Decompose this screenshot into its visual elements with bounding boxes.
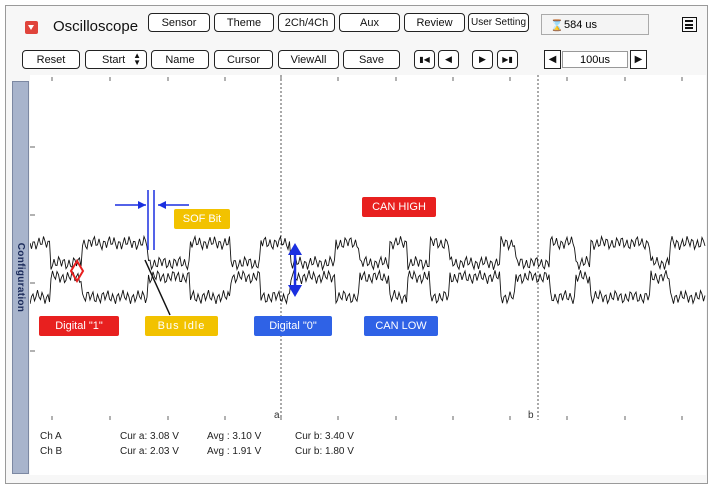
timebase-increase-icon[interactable]: ▶: [630, 50, 647, 69]
cha-cur-b: Cur b: 3.40 V: [295, 431, 354, 442]
chb-label: Ch B: [40, 446, 63, 457]
hourglass-icon: ⌛: [550, 20, 564, 32]
cha-avg: Avg : 3.10 V: [207, 431, 262, 442]
sof-bit-tag: SOF Bit: [174, 209, 230, 229]
channel-b-trace: [30, 268, 706, 305]
start-label: Start: [102, 53, 126, 66]
cursor-button[interactable]: Cursor: [214, 50, 273, 69]
reset-button[interactable]: Reset: [22, 50, 80, 69]
cursor-b-label: b: [528, 410, 534, 421]
scope-background: [30, 75, 706, 475]
configuration-label: Configuration: [15, 242, 27, 313]
scope-display[interactable]: a b: [30, 75, 706, 475]
sof-arrowhead-right: [158, 201, 166, 209]
can-high-tag: CAN HIGH: [362, 197, 436, 217]
cha-cur-a: Cur a: 3.08 V: [120, 431, 179, 442]
app-title: Oscilloscope: [53, 18, 139, 35]
cha-label: Ch A: [40, 431, 62, 442]
digital-0-arrowhead-down: [288, 285, 302, 297]
sof-arrowhead-left: [138, 201, 146, 209]
bus-idle-tag: Bus Idle: [145, 316, 218, 336]
step-back-icon[interactable]: ◀: [438, 50, 459, 69]
aux-button[interactable]: Aux: [339, 13, 400, 32]
chb-cur-b: Cur b: 1.80 V: [295, 446, 354, 457]
chb-avg: Avg : 1.91 V: [207, 446, 262, 457]
channel-a-trace: [30, 234, 706, 272]
skip-first-icon[interactable]: ▮◀: [414, 50, 435, 69]
skip-last-icon[interactable]: ▶▮: [497, 50, 518, 69]
review-button[interactable]: Review: [404, 13, 465, 32]
save-button[interactable]: Save: [343, 50, 400, 69]
start-button[interactable]: Start ▲ ▼: [85, 50, 147, 69]
theme-button[interactable]: Theme: [214, 13, 274, 32]
digital-0-arrowhead-up: [288, 243, 302, 255]
channel-mode-button[interactable]: 2Ch/4Ch: [278, 13, 335, 32]
digital-1-tag: Digital "1": [39, 316, 119, 336]
name-button[interactable]: Name: [151, 50, 209, 69]
stepper-icon: ▲ ▼: [133, 51, 141, 67]
digital-0-tag: Digital "0": [254, 316, 332, 336]
user-setting-button[interactable]: User Setting: [468, 13, 529, 32]
digital-1-marker: [69, 259, 85, 283]
graticule-ticks: [30, 77, 683, 420]
configuration-tab[interactable]: [12, 81, 29, 474]
cursor-a-label: a: [274, 410, 280, 421]
can-low-tag: CAN LOW: [364, 316, 438, 336]
dropdown-menu-icon[interactable]: [25, 21, 38, 34]
chb-cur-a: Cur a: 2.03 V: [120, 446, 179, 457]
step-forward-icon[interactable]: ▶: [472, 50, 493, 69]
time-display: ⌛ 584 us: [541, 14, 649, 35]
timebase-decrease-icon[interactable]: ◀: [544, 50, 561, 69]
viewall-button[interactable]: ViewAll: [278, 50, 339, 69]
sensor-button[interactable]: Sensor: [148, 13, 210, 32]
time-value: 584 us: [564, 18, 598, 31]
timebase-value: 100us: [562, 51, 628, 68]
hamburger-menu-icon[interactable]: [682, 17, 697, 32]
bus-idle-pointer: [144, 259, 171, 316]
